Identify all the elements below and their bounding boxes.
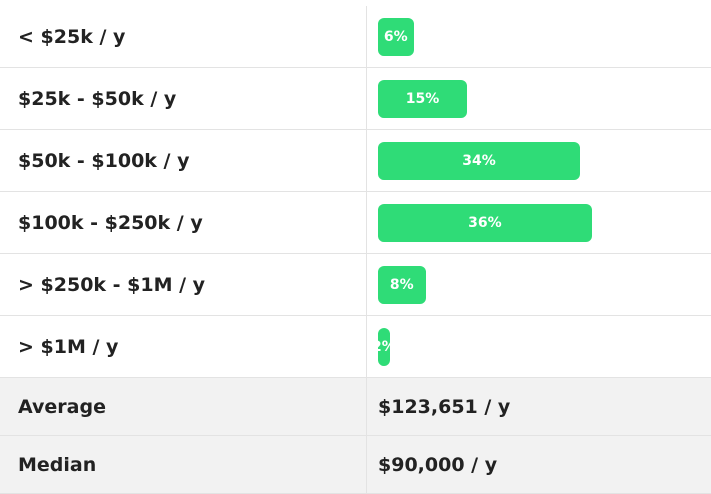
bar-label: 36% — [468, 215, 502, 231]
summary-row: Average $123,651 / y — [0, 378, 711, 436]
summary-value: $123,651 / y — [378, 395, 511, 418]
column-divider — [366, 192, 367, 253]
percent-bar: 34% — [378, 142, 580, 180]
table-row: $25k - $50k / y 15% — [0, 68, 711, 130]
column-divider — [366, 6, 367, 67]
column-divider — [366, 254, 367, 315]
percent-bar: 2% — [372, 328, 396, 366]
column-divider — [366, 68, 367, 129]
row-label: > $1M / y — [18, 335, 119, 358]
table-row: > $1M / y 2% — [0, 316, 711, 378]
row-label: $50k - $100k / y — [18, 149, 190, 172]
row-label: $25k - $50k / y — [18, 87, 177, 110]
row-label: $100k - $250k / y — [18, 211, 203, 234]
bar-label: 15% — [405, 91, 440, 107]
row-label: > $250k - $1M / y — [18, 273, 206, 296]
bar-label: 8% — [389, 277, 414, 293]
percent-bar: 36% — [378, 204, 592, 242]
summary-value: $90,000 / y — [378, 453, 498, 476]
table-row: $50k - $100k / y 34% — [0, 130, 711, 192]
percent-bar: 15% — [378, 80, 468, 118]
column-divider — [366, 436, 367, 493]
summary-row: Median $90,000 / y — [0, 436, 711, 494]
bar-label: 2% — [372, 339, 396, 355]
percent-bar: 6% — [378, 18, 414, 56]
summary-label: Median — [18, 453, 97, 476]
income-table: (() => { const data = JSON.parse(documen… — [0, 6, 711, 494]
table-row: < $25k / y 6% — [0, 6, 711, 68]
table-row: > $250k - $1M / y 8% — [0, 254, 711, 316]
summary-label: Average — [18, 395, 106, 418]
table-row: $100k - $250k / y 36% — [0, 192, 711, 254]
column-divider — [366, 316, 367, 377]
row-label: < $25k / y — [18, 25, 126, 48]
bar-label: 6% — [383, 29, 408, 45]
column-divider — [366, 378, 367, 435]
percent-bar: 8% — [378, 266, 426, 304]
bar-label: 34% — [462, 153, 496, 169]
column-divider — [366, 130, 367, 191]
